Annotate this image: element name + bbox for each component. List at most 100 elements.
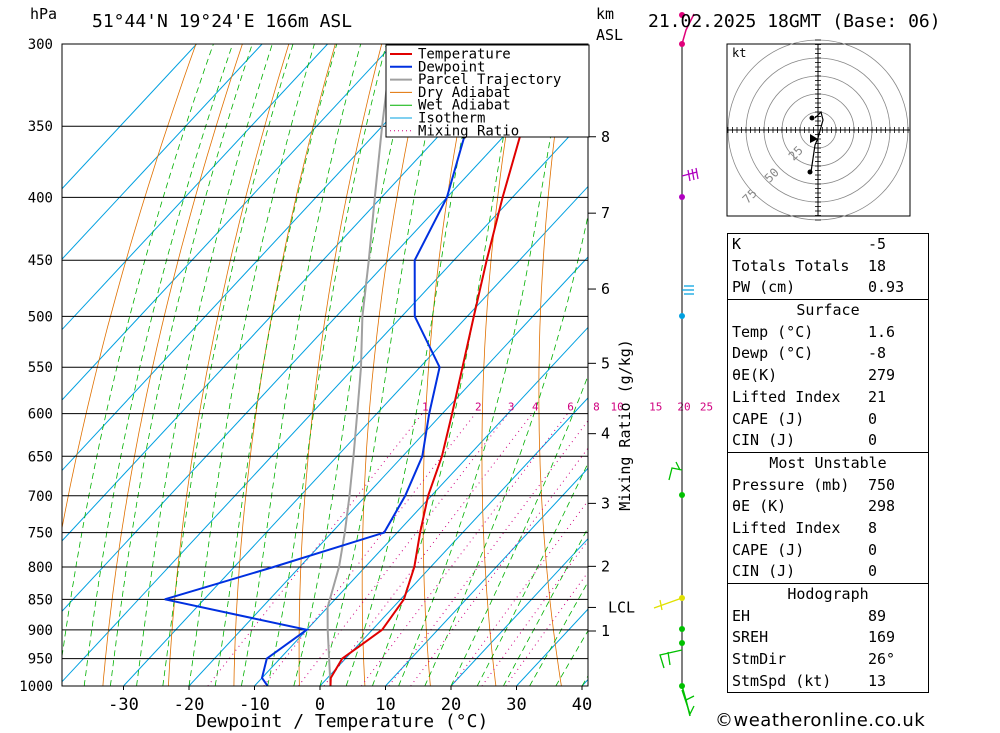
isotherm-line <box>62 44 459 472</box>
wet-adiabat-line <box>319 44 446 686</box>
hodograph-params-section: Hodograph EH 89 SREH 169 StmDir 26° StmSpd … <box>728 583 928 692</box>
wind-level-dot <box>679 12 685 18</box>
pressure-tick-label: 350 <box>28 119 53 135</box>
parcel-trajectory-line <box>326 61 391 686</box>
height-tick-label: LCL <box>608 598 635 616</box>
height-tick-label: 2 <box>601 557 610 575</box>
isotherm-line <box>450 537 588 686</box>
mu-row: CAPE (J) 0 <box>732 540 878 559</box>
height-tick-label: 3 <box>601 494 610 512</box>
pressure-tick-label: 950 <box>28 652 53 668</box>
surface-row: θE(K) 279 <box>732 366 896 385</box>
pressure-tick-label: 1000 <box>19 679 53 695</box>
mixing-ratio-label: 10 <box>610 401 623 414</box>
mu-row: Pressure (mb) 750 <box>732 475 896 494</box>
mixing-ratio-label: 8 <box>593 401 600 414</box>
mixing-ratio-line <box>481 539 588 686</box>
isotherm-line <box>319 397 588 686</box>
pressure-tick-label: 900 <box>28 623 53 639</box>
wind-barb <box>682 285 694 295</box>
mixing-ratio-label: 20 <box>677 401 690 414</box>
surface-title: Surface <box>796 301 860 320</box>
legend-label: Temperature <box>418 47 511 63</box>
mixing-ratio-label: 1 <box>422 401 429 414</box>
height-asl-label: ASL <box>596 26 623 44</box>
wind-barb <box>681 167 699 182</box>
mixing-ratio-label: 6 <box>567 401 574 414</box>
mu-row: θE (K) 298 <box>732 497 896 516</box>
location-title: 51°44'N 19°24'E 166m ASL <box>92 11 352 32</box>
pressure-unit-label: hPa <box>30 5 57 23</box>
wet-adiabat-line <box>293 44 415 686</box>
hodo-row: StmDir 26° <box>732 650 896 669</box>
x-axis-title: Dewpoint / Temperature (°C) <box>196 711 489 732</box>
surface-row: Lifted Index 21 <box>732 387 887 406</box>
mu-row: Lifted Index 8 <box>732 518 878 537</box>
pressure-tick-label: 300 <box>28 37 53 53</box>
dry-adiabat-line <box>233 44 336 686</box>
datetime-title: 21.02.2025 18GMT (Base: 06) <box>648 11 941 32</box>
hodograph-point <box>809 115 815 121</box>
dry-adiabat-line <box>361 44 429 686</box>
wind-barb <box>668 461 683 481</box>
legend-label: Wet Adiabat <box>418 98 511 114</box>
plot-frame <box>61 43 589 687</box>
legend-label: Parcel Trajectory <box>418 72 561 88</box>
wind-level-dot <box>679 313 685 319</box>
hodograph-trace <box>810 110 824 173</box>
legend-label: Isotherm <box>418 111 485 127</box>
hodo-row: SREH 169 <box>732 628 896 647</box>
hodograph-params-title: Hodograph <box>787 585 869 603</box>
pressure-tick-label: 550 <box>28 360 53 376</box>
x-tick-label: 10 <box>375 695 395 715</box>
isotherm-line <box>254 326 588 686</box>
isotherm-line <box>62 44 197 190</box>
wind-level-dot <box>679 626 685 632</box>
wet-adiabat-line <box>476 462 588 686</box>
wind-barb <box>681 689 695 716</box>
x-tick-label: -10 <box>239 695 270 715</box>
profiles <box>164 44 552 686</box>
mu-row: CIN (J) 0 <box>732 562 878 581</box>
wet-adiabat-line <box>372 44 521 686</box>
height-tick-label: 8 <box>601 128 610 146</box>
index-k: K -5 <box>732 235 887 253</box>
wet-adiabat-line <box>62 44 214 660</box>
copyright-footer[interactable]: ©weatheronline.co.uk <box>715 710 926 731</box>
mixing-ratio-label: 15 <box>649 401 662 414</box>
surface-row: CIN (J) 0 <box>732 431 878 450</box>
mixing-ratio-title: Mixing Ratio (g/kg) <box>616 339 634 511</box>
hodo-row: EH 89 <box>732 606 887 625</box>
mixing-ratio-label: 2 <box>475 401 482 414</box>
dry-adiabat-line <box>939 44 1000 686</box>
mixing-ratio-line <box>451 500 588 686</box>
isotherm-line <box>62 44 588 613</box>
dry-adiabat-line <box>647 44 692 686</box>
isotherm-line <box>62 115 588 683</box>
wind-level-dot <box>679 640 685 646</box>
legend-label: Mixing Ratio <box>418 123 519 139</box>
wet-adiabat-line <box>529 581 588 686</box>
pressure-tick-label: 750 <box>28 526 53 542</box>
x-tick-label: 20 <box>441 695 461 715</box>
hodo-row: StmSpd (kt) 13 <box>732 671 887 690</box>
x-tick-label: 30 <box>506 695 526 715</box>
height-tick-label: 1 <box>601 622 610 640</box>
temperature-line <box>329 44 552 686</box>
index-totals: Totals Totals 18 <box>732 256 887 275</box>
wind-level-dot <box>679 492 685 498</box>
legend-label: Dry Adiabat <box>418 85 511 101</box>
hodograph: kt 25 50 75 <box>726 39 911 221</box>
wind-trace-top <box>681 13 695 45</box>
mixing-ratio-line <box>207 413 423 686</box>
wind-barb <box>653 597 683 611</box>
pressure-tick-label: 700 <box>28 489 53 505</box>
index-pw: PW (cm) 0.93 <box>732 278 905 297</box>
most-unstable-section: Most Unstable Pressure (mb) 750 θE (K) 298… <box>728 451 928 583</box>
wet-adiabat-line <box>136 44 273 686</box>
height-tick-label: 7 <box>601 204 610 222</box>
wet-adiabat-line <box>503 526 588 686</box>
dry-adiabat-line <box>168 44 290 686</box>
isotherm-line <box>385 467 588 686</box>
